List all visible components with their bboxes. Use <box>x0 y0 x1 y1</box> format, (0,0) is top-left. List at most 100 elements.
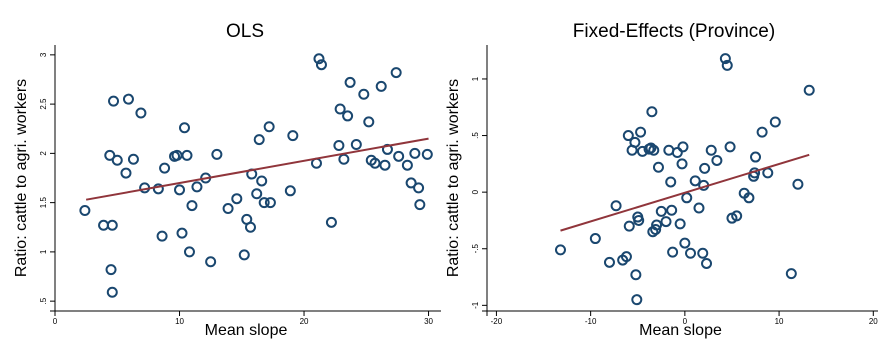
scatter-point <box>623 220 635 232</box>
scatter-point <box>186 200 198 212</box>
scatter-point <box>631 294 643 306</box>
y-axis-label: Ratio: cattle to agri. workers <box>445 79 462 277</box>
scatter-point <box>181 149 193 161</box>
scatter-point <box>610 200 622 212</box>
scatter-point <box>251 188 263 200</box>
scatter-point <box>689 175 701 187</box>
scatter-point <box>231 193 243 205</box>
scatter-point <box>421 148 433 160</box>
scatter-point <box>176 227 188 239</box>
scatter-point <box>244 221 256 233</box>
scatter-point <box>671 147 683 159</box>
x-axis-label: Mean slope <box>639 322 722 339</box>
scatter-point <box>685 247 697 259</box>
y-tick-label: -.5 <box>471 244 480 254</box>
scatter-point <box>98 219 110 231</box>
scatter-point <box>263 121 275 133</box>
scatter-point <box>630 269 642 281</box>
scatter-point <box>674 218 686 230</box>
scatter-point <box>379 159 391 171</box>
scatter-point <box>111 154 123 166</box>
scatter-point <box>338 153 350 165</box>
scatter-point <box>363 116 375 128</box>
scatter-point <box>750 151 762 163</box>
scatter-point <box>666 204 678 216</box>
scatter-point <box>651 219 663 231</box>
scatter-point <box>743 192 755 204</box>
scatter-point <box>665 176 677 188</box>
scatter-point <box>645 142 657 154</box>
y-tick-label: 2.5 <box>39 98 48 110</box>
scatter-point <box>122 93 134 105</box>
scatter-point <box>762 167 774 179</box>
y-tick-label: 2 <box>39 151 48 156</box>
x-tick-label: 0 <box>683 317 688 326</box>
scatter-point <box>676 158 688 170</box>
x-tick-label: 10 <box>775 317 784 326</box>
scatter-point <box>792 178 804 190</box>
y-tick-label: 0 <box>471 189 480 194</box>
scatter-point <box>174 184 186 196</box>
scatter-point <box>333 139 345 151</box>
scatter-point <box>342 110 354 122</box>
scatter-point <box>413 182 425 194</box>
scatter-point <box>705 144 717 156</box>
y-tick-label: 3 <box>39 52 48 57</box>
scatter-point <box>79 205 91 217</box>
scatter-point <box>205 256 217 268</box>
scatter-point <box>401 159 413 171</box>
scatter-point <box>633 214 645 226</box>
chart-title: Fixed-Effects (Province) <box>573 21 775 42</box>
scatter-point <box>369 157 381 169</box>
y-tick-label: 1 <box>471 76 480 81</box>
scatter-point <box>655 205 667 217</box>
y-axis-label: Ratio: cattle to agri. workers <box>13 79 30 277</box>
scatter-point <box>313 53 325 65</box>
scatter-point <box>681 192 693 204</box>
scatter-point <box>375 80 387 92</box>
scatter-point <box>325 216 337 228</box>
scatter-point <box>238 249 250 261</box>
y-tick-label: .5 <box>39 297 48 304</box>
scatter-point <box>677 141 689 153</box>
scatter-point <box>721 59 733 71</box>
scatter-point <box>660 216 672 228</box>
scatter-point <box>635 126 647 138</box>
scatter-point <box>178 122 190 134</box>
scatter-point <box>589 233 601 245</box>
scatter-point <box>106 286 118 298</box>
x-tick-label: 30 <box>424 317 433 326</box>
scatter-point <box>258 197 270 209</box>
x-axis-label: Mean slope <box>205 322 288 339</box>
scatter-point <box>183 246 195 258</box>
scatter-point <box>393 150 405 162</box>
scatter-point <box>120 167 132 179</box>
scatter-point <box>106 219 118 231</box>
scatter-point <box>603 256 615 268</box>
scatter-point <box>756 126 768 138</box>
scatter-point <box>159 162 171 174</box>
scatter-point <box>699 162 711 174</box>
scatter-point <box>191 181 203 193</box>
scatter-point <box>287 130 299 142</box>
scatter-point <box>648 144 660 156</box>
scatter-point <box>719 53 731 65</box>
scatter-point <box>344 76 356 88</box>
scatter-point <box>104 149 116 161</box>
scatter-point <box>152 183 164 195</box>
x-tick-label: -20 <box>491 317 503 326</box>
chart-panel-ols: OLS 0 10 20 30 .5 1 1.5 2 2.5 3 Mean slope Ratio: ca… <box>13 21 441 339</box>
scatter-point <box>769 116 781 128</box>
scatter-point <box>554 244 566 256</box>
scatter-point <box>222 203 234 215</box>
x-tick-label: 20 <box>869 317 878 326</box>
scatter-point <box>253 134 265 146</box>
scatter-point <box>785 268 797 280</box>
scatter-point <box>679 237 691 249</box>
scatter-point <box>711 154 723 166</box>
scatter-point <box>620 251 632 263</box>
scatter-point <box>414 199 426 211</box>
scatter-point <box>652 161 664 173</box>
scatter-point <box>358 88 370 100</box>
